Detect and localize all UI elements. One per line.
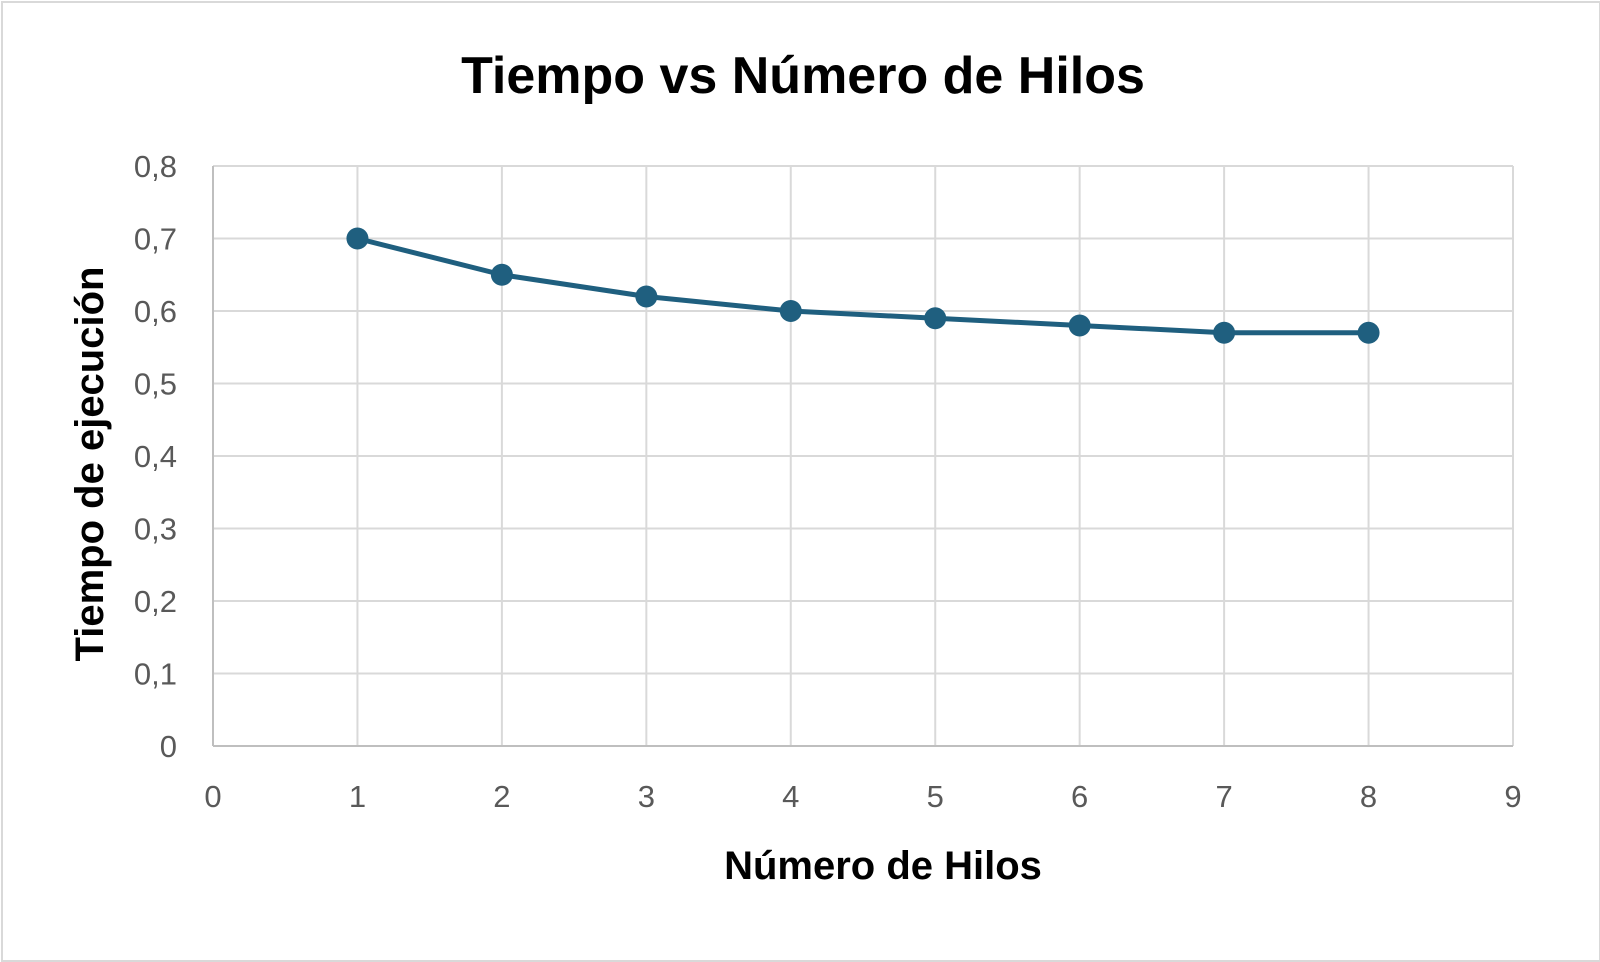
y-tick-label: 0,7 [134,222,177,257]
x-tick-label: 9 [1504,779,1521,814]
x-tick-label: 6 [1071,779,1088,814]
y-tick-label: 0,4 [134,439,177,474]
x-axis-title: Número de Hilos [724,844,1042,888]
y-tick-label: 0,2 [134,584,177,619]
line-chart: Tiempo vs Número de Hilos 00,10,20,30,40… [68,47,1522,888]
x-tick-label: 4 [782,779,799,814]
y-tick-label: 0 [160,729,177,764]
x-tick-label: 8 [1360,779,1377,814]
data-point [635,285,658,308]
chart-title: Tiempo vs Número de Hilos [461,47,1145,105]
x-tick-labels: 0 1 2 3 4 5 6 7 8 9 [204,779,1521,814]
data-point [779,300,802,322]
series [346,227,1380,344]
x-tick-label: 5 [927,779,944,814]
axes [212,166,1513,747]
y-tick-labels: 0 0,1 0,2 0,3 0,4 0,5 0,6 0,7 0,8 [134,149,177,764]
x-tick-label: 1 [349,779,366,814]
x-tick-label: 2 [493,779,510,814]
y-tick-label: 0,3 [134,512,177,547]
data-point [1357,321,1380,344]
x-tick-label: 0 [204,779,221,814]
series-line [354,236,1372,336]
data-point [1068,314,1091,337]
x-tick-label: 7 [1215,779,1232,814]
data-point [490,263,513,286]
gridlines [213,165,1514,746]
data-point [346,227,369,250]
y-tick-label: 0,5 [134,367,177,402]
data-point [1213,321,1236,344]
y-tick-label: 0,6 [134,294,177,329]
data-point [924,307,947,330]
y-tick-label: 0,8 [134,149,177,184]
x-tick-label: 3 [638,779,655,814]
y-axis-title: Tiempo de ejecución [68,267,112,662]
y-tick-label: 0,1 [134,657,177,692]
